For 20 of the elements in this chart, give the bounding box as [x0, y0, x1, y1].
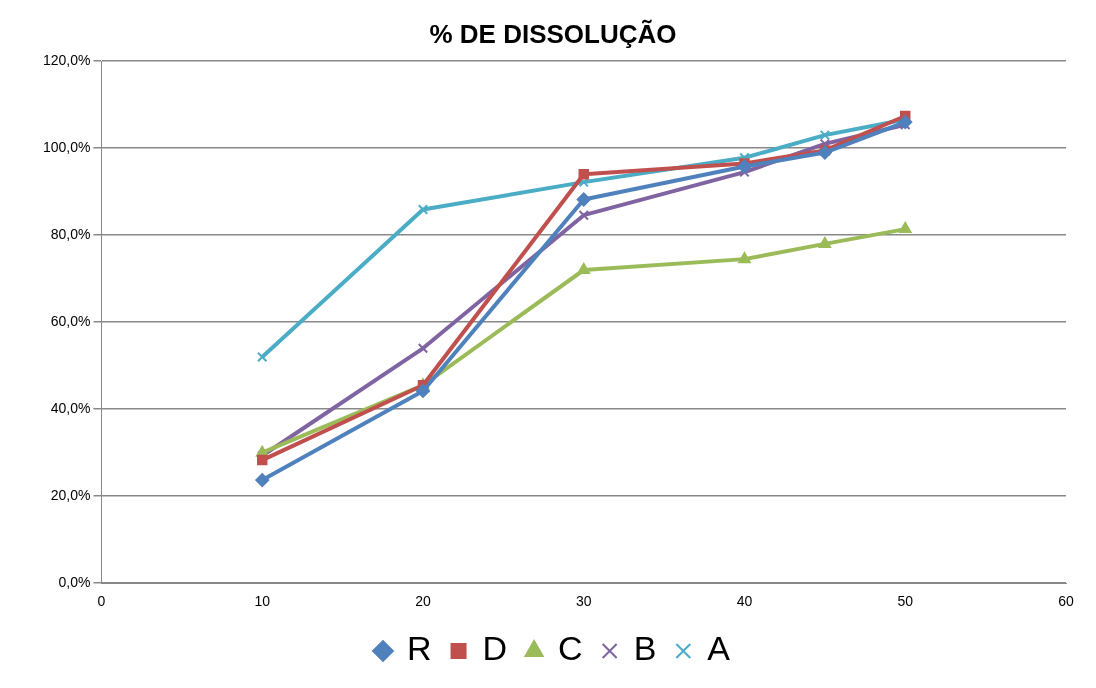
- x-tick-label: 0: [97, 593, 106, 610]
- y-tick-label: 40,0%: [50, 400, 91, 417]
- legend-label: C: [558, 629, 583, 668]
- chart-title: % DE DISSOLUÇÃO: [429, 18, 677, 49]
- legend-label: B: [633, 629, 657, 668]
- legend-label: D: [482, 629, 508, 668]
- x-tick-label: 30: [575, 593, 592, 610]
- x-tick-label: 60: [1058, 593, 1074, 610]
- y-tick-label: 120,0%: [43, 52, 91, 69]
- legend-label: A: [707, 629, 731, 668]
- x-tick-label: 50: [897, 593, 914, 610]
- legend-label: R: [406, 629, 432, 668]
- y-tick-label: 100,0%: [43, 139, 91, 156]
- y-tick-label: 80,0%: [50, 226, 91, 243]
- y-tick-label: 20,0%: [50, 487, 91, 504]
- y-tick-label: 60,0%: [50, 313, 91, 330]
- x-tick-label: 10: [254, 593, 271, 610]
- x-tick-label: 40: [736, 593, 753, 610]
- x-tick-label: 20: [415, 593, 431, 610]
- y-tick-label: 0,0%: [58, 574, 91, 591]
